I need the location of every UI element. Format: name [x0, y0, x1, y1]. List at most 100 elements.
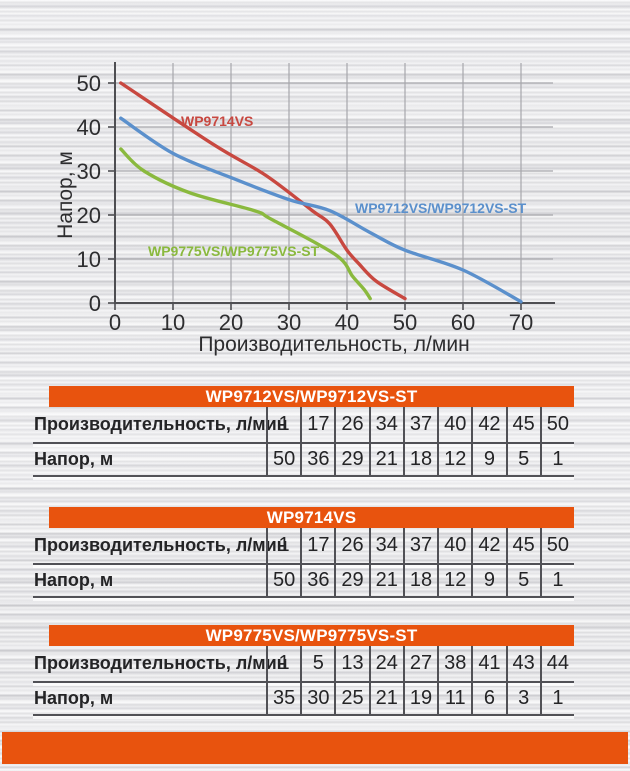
row-label: Производительность, л/мин — [34, 535, 288, 555]
spec-table-wp9714: WP9714VS Производительность, л/мин 1 17 … — [33, 507, 574, 598]
table-cell: 1 — [266, 407, 300, 442]
table-cell: 50 — [266, 565, 300, 596]
curve-label: WP9714VS — [181, 113, 253, 129]
table-cell: 36 — [300, 444, 334, 475]
curve-WP9775VS/WP9775VS-ST — [119, 147, 372, 301]
table-cell: 44 — [539, 646, 574, 681]
table-title-bar: WP9712VS/WP9712VS-ST — [49, 386, 574, 407]
table-title: WP9712VS/WP9712VS-ST — [205, 387, 418, 406]
table-cell: 9 — [471, 565, 505, 596]
table-cell: 5 — [300, 646, 334, 681]
y-tick-label: 30 — [77, 159, 101, 184]
table-cell: 6 — [471, 683, 505, 714]
table-cell: 45 — [505, 528, 540, 563]
table-cell: 18 — [402, 444, 437, 475]
y-tick-label: 40 — [77, 115, 101, 140]
x-tick-label: 30 — [277, 310, 301, 335]
table-cell: 25 — [334, 683, 368, 714]
table-title: WP9775VS/WP9775VS-ST — [205, 626, 418, 645]
table-cell: 17 — [300, 528, 334, 563]
row-label: Напор, м — [34, 449, 114, 469]
table-cell: 19 — [402, 683, 437, 714]
table-title-bar: WP9714VS — [49, 507, 574, 528]
table-cell: 21 — [368, 683, 403, 714]
table-row: Производительность, л/мин 1 5 13 24 27 3… — [33, 646, 574, 683]
spec-table-wp9712: WP9712VS/WP9712VS-ST Производительность,… — [33, 386, 574, 477]
curve-label: WP9775VS/WP9775VS-ST — [148, 243, 320, 259]
y-tick-label: 10 — [77, 247, 101, 272]
curve-label: WP9712VS/WP9712VS-ST — [355, 200, 527, 216]
table-cell: 43 — [505, 646, 540, 681]
table-cell: 42 — [471, 528, 505, 563]
table-cell: 29 — [334, 444, 368, 475]
x-tick-label: 60 — [451, 310, 475, 335]
x-tick-label: 40 — [335, 310, 359, 335]
table-cell: 1 — [539, 565, 574, 596]
table-cell: 27 — [402, 646, 437, 681]
table-cell: 5 — [505, 565, 540, 596]
pump-performance-chart: 0 10 20 30 40 50 0 10 20 30 40 50 60 70 Напор, м Произв… — [0, 0, 630, 375]
table-cell: 50 — [539, 528, 574, 563]
table-cell: 26 — [334, 407, 368, 442]
table-cell: 11 — [437, 683, 471, 714]
table-cell: 1 — [539, 444, 574, 475]
table-cell: 50 — [539, 407, 574, 442]
table-cell: 29 — [334, 565, 368, 596]
table-cell: 1 — [266, 646, 300, 681]
x-tick-label: 50 — [393, 310, 417, 335]
table-cell: 24 — [368, 646, 403, 681]
table-row: Напор, м 35 30 25 21 19 11 6 3 1 — [33, 683, 574, 716]
bottom-accent-bar — [2, 732, 628, 764]
table-row: Производительность, л/мин 1 17 26 34 37 … — [33, 407, 574, 444]
table-title-bar: WP9775VS/WP9775VS-ST — [49, 625, 574, 646]
table-cell: 34 — [368, 407, 403, 442]
table-cell: 38 — [437, 646, 471, 681]
table-cell: 21 — [368, 565, 403, 596]
table-cell: 5 — [505, 444, 540, 475]
y-tick-label: 20 — [77, 203, 101, 228]
table-cell: 30 — [300, 683, 334, 714]
curve-WP9712VS/WP9712VS-ST — [119, 116, 523, 304]
table-cell: 1 — [266, 528, 300, 563]
table-cell: 26 — [334, 528, 368, 563]
table-cell: 34 — [368, 528, 403, 563]
table-cell: 3 — [505, 683, 540, 714]
row-label: Напор, м — [34, 570, 114, 590]
x-tick-label: 20 — [219, 310, 243, 335]
table-cell: 13 — [334, 646, 368, 681]
table-row: Напор, м 50 36 29 21 18 12 9 5 1 — [33, 565, 574, 598]
table-cell: 18 — [402, 565, 437, 596]
spec-table-wp9775: WP9775VS/WP9775VS-ST Производительность,… — [33, 625, 574, 716]
table-cell: 37 — [402, 528, 437, 563]
table-cell: 40 — [437, 407, 471, 442]
table-title: WP9714VS — [266, 508, 357, 527]
curve-WP9714VS — [119, 81, 407, 301]
row-label: Напор, м — [34, 688, 114, 708]
table-cell: 1 — [539, 683, 574, 714]
x-axis-title: Производительность, л/мин — [198, 333, 469, 356]
table-cell: 35 — [266, 683, 300, 714]
table-cell: 50 — [266, 444, 300, 475]
table-cell: 12 — [437, 565, 471, 596]
table-cell: 12 — [437, 444, 471, 475]
table-cell: 41 — [471, 646, 505, 681]
table-cell: 37 — [402, 407, 437, 442]
pump-curves-svg: 0 10 20 30 40 50 0 10 20 30 40 50 60 70 Напор, м Произв… — [54, 62, 555, 356]
x-tick-label: 70 — [509, 310, 533, 335]
table-cell: 9 — [471, 444, 505, 475]
table-cell: 42 — [471, 407, 505, 442]
y-tick-label: 50 — [77, 71, 101, 96]
row-label: Производительность, л/мин — [34, 414, 288, 434]
y-tick-label: 0 — [89, 291, 101, 316]
y-axis-title: Напор, м — [54, 151, 77, 239]
x-tick-label: 0 — [109, 310, 121, 335]
table-cell: 40 — [437, 528, 471, 563]
table-cell: 45 — [505, 407, 540, 442]
table-row: Производительность, л/мин 1 17 26 34 37 … — [33, 528, 574, 565]
table-row: Напор, м 50 36 29 21 18 12 9 5 1 — [33, 444, 574, 477]
table-cell: 36 — [300, 565, 334, 596]
table-cell: 17 — [300, 407, 334, 442]
row-label: Производительность, л/мин — [34, 653, 288, 673]
table-cell: 21 — [368, 444, 403, 475]
x-tick-label: 10 — [161, 310, 185, 335]
